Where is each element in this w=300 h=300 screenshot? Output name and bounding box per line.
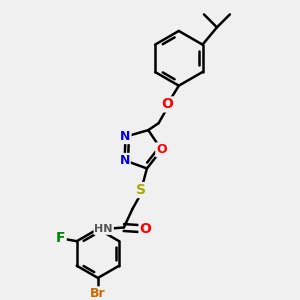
- Text: Br: Br: [90, 287, 106, 300]
- Text: HN: HN: [94, 224, 113, 234]
- Text: N: N: [119, 154, 130, 167]
- Text: O: O: [161, 98, 173, 111]
- Text: N: N: [120, 130, 131, 143]
- Text: O: O: [156, 143, 167, 156]
- Text: O: O: [140, 222, 152, 236]
- Text: S: S: [136, 183, 146, 197]
- Text: F: F: [56, 231, 66, 245]
